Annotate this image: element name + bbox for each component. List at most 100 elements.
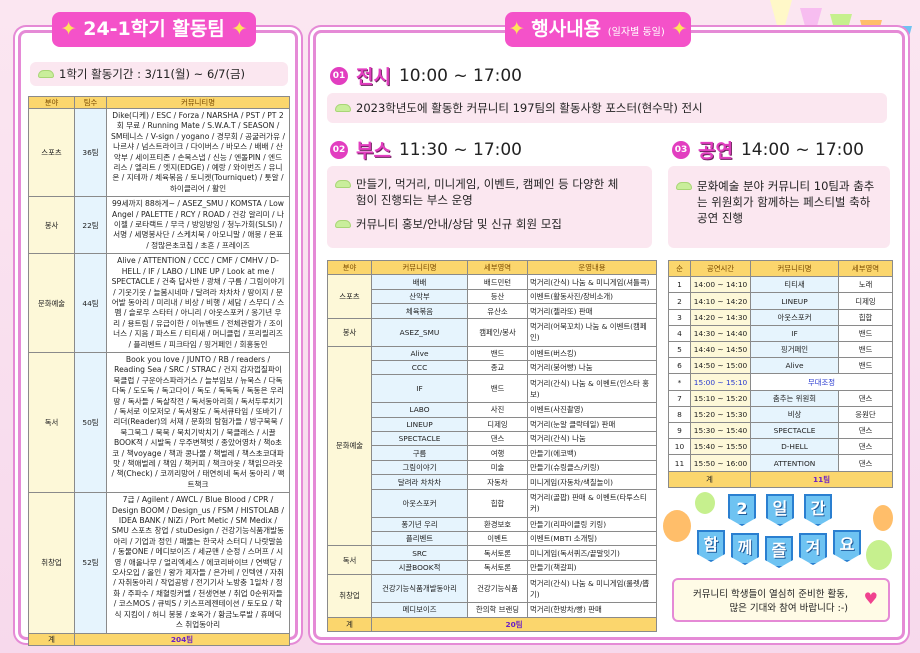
content-cell: 만들기(슈링클스/키링)	[527, 459, 657, 476]
name-cell: ATTENTION	[750, 454, 839, 472]
category-cell: 독서	[327, 545, 372, 576]
cloud-icon	[335, 180, 351, 188]
cloud-icon	[676, 182, 692, 190]
content-cell: 이벤트(활동사진/장비소개)	[527, 288, 657, 305]
time-cell: 14:30 ~ 14:40	[690, 324, 751, 343]
time-cell: 14:50 ~ 15:00	[690, 357, 751, 375]
area-cell: 독서토론	[467, 559, 528, 576]
exhibition-bar: 2023학년도에 활동한 커뮤니티 197팀의 활동사항 포스터(현수막) 전시	[327, 93, 887, 123]
area-cell: 유산소	[467, 303, 528, 319]
order-cell: 6	[668, 357, 691, 375]
order-cell: 8	[668, 405, 691, 424]
count-cell: 22팀	[74, 196, 107, 255]
name-cell: LINEUP	[371, 416, 468, 433]
content-cell: 먹거리(붕어빵) 나눔	[527, 359, 657, 376]
category-cell: 문화예술	[327, 345, 372, 547]
area-cell: 미술	[467, 459, 528, 476]
table-row: * 15:00 ~ 15:10 무대조정	[668, 373, 893, 391]
table-row: 퐁기년 우리 환경보호 만들기(리파이클링 키링)	[328, 516, 657, 533]
event-subtitle: (일자별 동일)	[607, 27, 665, 38]
order-cell: 9	[668, 422, 691, 440]
table-row: CCC 종교 먹거리(붕어빵) 나눔	[328, 359, 657, 376]
name-cell: 산악부	[371, 288, 468, 305]
section-number: 01	[330, 66, 348, 85]
area-cell: 댄스	[838, 389, 893, 407]
table-row: 산악부 등산 이벤트(활동사진/장비소개)	[328, 288, 657, 305]
area-cell: 댄스	[838, 454, 893, 472]
area-cell: 노래	[838, 276, 893, 294]
table-row: 2 14:10 ~ 14:20 LINEUP 디제잉	[668, 292, 893, 310]
table-row: LABO 사진 이벤트(사진촬영)	[328, 402, 657, 418]
booth-table: 분야 커뮤니티명 세부영역 운영내용 스포츠 배배 배드민턴 먹거리(간식) 나눔 & 미니게…	[327, 259, 657, 633]
period-text: 1학기 활동기간 : 3/11(월) ~ 6/7(금)	[59, 67, 246, 81]
area-cell: 이벤트	[467, 530, 528, 547]
table-header: 순 공연시간 커뮤니티명 세부영역	[668, 259, 893, 278]
name-cell: D-HELL	[750, 438, 839, 456]
left-title: 24-1학기 활동팀	[83, 18, 225, 40]
content-cell: 미니게임(자동차/색칠놀이)	[527, 474, 657, 490]
table-row: 독서 SRC 독서토론 미니게임(독서퀴즈/끝말잇기)	[327, 545, 657, 576]
name-cell: LINEUP	[750, 292, 839, 310]
order-cell: 1	[668, 276, 691, 294]
balloon-icon	[873, 505, 893, 531]
name-cell: 그림이야기	[371, 459, 468, 476]
event-title: 행사내용	[531, 18, 602, 40]
name-cell: 구름	[371, 445, 468, 461]
table-row: 아웃스포커 힙합 먹거리(골팝) 판매 & 이벤트(타투스티커)	[328, 488, 657, 518]
performance-bar: 문화예술 분야 커뮤니티 10팀과 춤추는 위원회가 함께하는 페스티벌 축하 …	[668, 166, 890, 248]
booth-bullet: 커뮤니티 홍보/안내/상담 및 신규 회원 모집	[356, 217, 562, 231]
name-cell: 체육볶음	[371, 303, 468, 319]
category-cell: 스포츠	[28, 107, 75, 198]
name-cell: 티티새	[750, 276, 839, 294]
name-cell: 달려라 차차차	[371, 474, 468, 490]
total-value: 204팀	[74, 632, 290, 646]
teams-table: 분야 팀수 커뮤니티명 스포츠 36팀 Dike(디케) / ESC / Forza / …	[28, 96, 290, 646]
table-row: 7 15:10 ~ 15:20 춤추는 위원회 댄스	[668, 389, 893, 407]
name-cell: 춤추는 위원회	[750, 389, 839, 407]
content-cell: 미니게임(독서퀴즈/끝말잇기)	[527, 545, 657, 561]
cloud-icon	[38, 70, 54, 78]
total-value: 11팀	[750, 470, 893, 489]
table-row: IF 밴드 먹거리(간식) 나눔 & 이벤트(인스타 홍보)	[328, 374, 657, 404]
balloon-icon	[866, 540, 892, 570]
period-bar: 1학기 활동기간 : 3/11(월) ~ 6/7(금)	[30, 62, 288, 86]
content-cell: 만들기(에코백)	[527, 445, 657, 461]
name-cell: 시끌BOOK적	[371, 559, 468, 576]
column-header: 분야	[327, 259, 372, 276]
performance-table: 순 공연시간 커뮤니티명 세부영역 1 14:00 ~ 14:10 티티새 노래 2 14:10 …	[668, 259, 893, 489]
section-time: 11:30 ~ 17:00	[398, 139, 523, 160]
table-row: 체육볶음 유산소 먹거리(젤라또) 판매	[328, 303, 657, 319]
section-name: 부스	[356, 140, 391, 162]
time-cell: 15:00 ~ 15:10	[690, 373, 751, 391]
content-cell: 먹거리(간식) 나눔	[527, 431, 657, 447]
column-header: 순	[668, 259, 691, 278]
time-cell: 14:00 ~ 14:10	[690, 276, 751, 294]
category-cell: 취창업	[28, 492, 75, 634]
names-cell: 7급 / Agilent / AWCL / Blue Blood / CPR /…	[106, 492, 290, 634]
area-cell: 디제잉	[467, 416, 528, 433]
table-row: 시끌BOOK적 독서토론 만들기(책갈피)	[328, 559, 657, 576]
column-header: 커뮤니티명	[106, 96, 290, 109]
table-row: 메디보이즈 한의학 브랜딩 먹거리(한방차/빵) 판매	[328, 602, 657, 618]
area-cell: 밴드	[467, 345, 528, 361]
table-row: 10 15:40 ~ 15:50 D-HELL 댄스	[668, 438, 893, 456]
total-row: 계 204팀	[28, 632, 290, 646]
category-cell: 봉사	[327, 317, 372, 347]
table-row: 봉사 ASEZ_SMU 캠페인/봉사 먹거리(어묵꼬치) 나눔 & 이벤트(캠페인)	[327, 317, 657, 347]
table-row: 플리벤트 이벤트 이벤트(MBTI 소개팅)	[328, 530, 657, 547]
column-header: 공연시간	[690, 259, 751, 278]
content-cell: 먹거리(젤라또) 판매	[527, 303, 657, 319]
category-cell: 독서	[28, 351, 75, 494]
area-cell: 사진	[467, 402, 528, 418]
event-title-badge: ✦ 행사내용 (일자별 동일) ✦	[505, 12, 691, 47]
section-name: 전시	[356, 66, 391, 88]
area-cell: 종교	[467, 359, 528, 376]
order-cell: 2	[668, 292, 691, 310]
order-cell: 4	[668, 324, 691, 343]
column-header: 세부영역	[467, 259, 528, 276]
column-header: 팀수	[74, 96, 107, 109]
table-row: 스포츠 배배 배드민턴 먹거리(간식) 나눔 & 미니게임(셔틀콕)	[327, 274, 657, 319]
area-cell: 밴드	[467, 374, 528, 404]
total-row: 계 11팀	[668, 470, 893, 489]
performance-bullet: 문화예술 분야 커뮤니티 10팀과 춤추는 위원회가 함께하는 페스티벌 축하 …	[697, 179, 875, 225]
